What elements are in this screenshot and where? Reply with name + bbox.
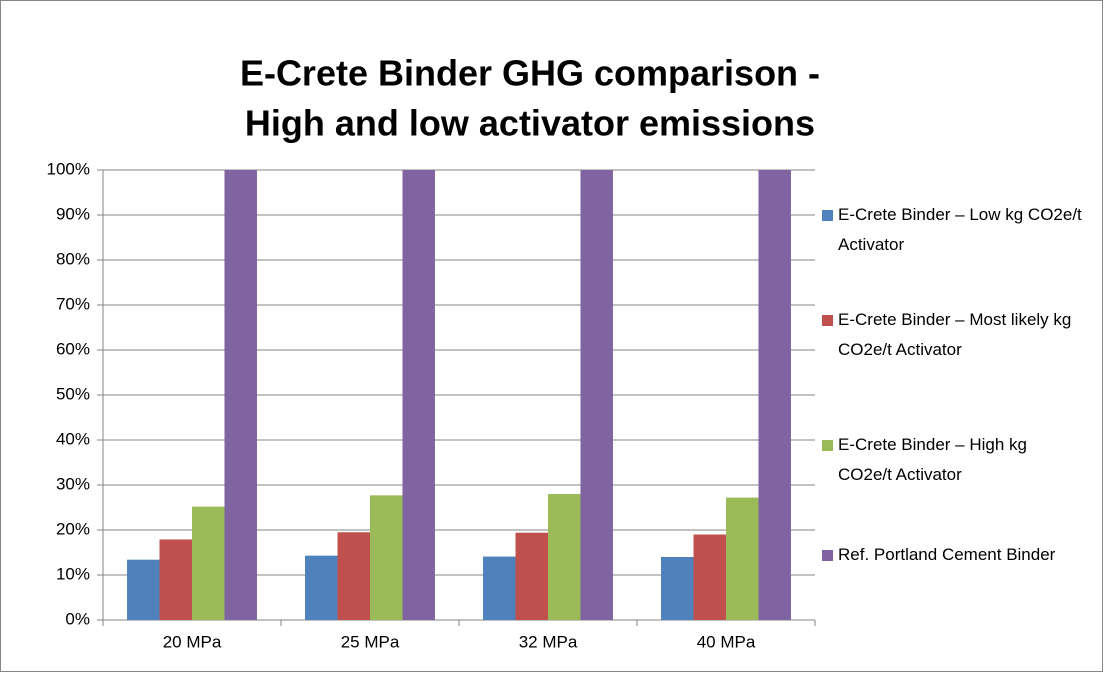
legend-label: Ref. Portland Cement Binder: [838, 545, 1056, 564]
bar: [758, 170, 791, 620]
chart-subtitle: High and low activator emissions: [245, 103, 815, 144]
bar: [693, 534, 726, 620]
bar: [224, 170, 257, 620]
bar: [580, 170, 613, 620]
bar: [548, 494, 581, 620]
legend-swatch: [822, 315, 833, 326]
legend-item: E-Crete Binder – Low kg CO2e/t Activator: [822, 200, 1083, 260]
x-tick-label: 32 MPa: [519, 632, 578, 651]
y-tick-label: 40%: [56, 429, 90, 448]
legend-item: E-Crete Binder – High kg CO2e/t Activato…: [822, 430, 1083, 490]
legend-label: E-Crete Binder – Most likely kg CO2e/t A…: [838, 310, 1072, 359]
bar: [483, 556, 516, 620]
bar: [337, 532, 370, 620]
legend-item: Ref. Portland Cement Binder: [822, 540, 1088, 570]
bar: [661, 557, 694, 620]
bar: [402, 170, 435, 620]
chart-title: E-Crete Binder GHG comparison -: [240, 53, 820, 94]
y-tick-label: 70%: [56, 294, 90, 313]
legend-swatch: [822, 440, 833, 451]
y-tick-label: 0%: [65, 609, 90, 628]
y-tick-label: 60%: [56, 339, 90, 358]
y-tick-label: 100%: [47, 159, 90, 178]
bar: [305, 555, 338, 620]
bar: [370, 495, 403, 620]
legend-label: E-Crete Binder – Low kg CO2e/t Activator: [838, 205, 1082, 254]
x-tick-label: 25 MPa: [341, 632, 400, 651]
bar: [515, 532, 548, 620]
y-tick-label: 10%: [56, 564, 90, 583]
legend-label: E-Crete Binder – High kg CO2e/t Activato…: [838, 435, 1027, 484]
bar: [159, 539, 192, 620]
bar: [192, 506, 225, 620]
x-tick-label: 20 MPa: [163, 632, 222, 651]
y-tick-label: 80%: [56, 249, 90, 268]
legend-item: E-Crete Binder – Most likely kg CO2e/t A…: [822, 305, 1083, 365]
bar: [726, 497, 759, 620]
y-tick-label: 30%: [56, 474, 90, 493]
x-tick-label: 40 MPa: [697, 632, 756, 651]
bar: [127, 559, 160, 620]
y-tick-label: 20%: [56, 519, 90, 538]
y-tick-label: 50%: [56, 384, 90, 403]
y-tick-label: 90%: [56, 204, 90, 223]
legend-swatch: [822, 210, 833, 221]
legend-swatch: [822, 550, 833, 561]
